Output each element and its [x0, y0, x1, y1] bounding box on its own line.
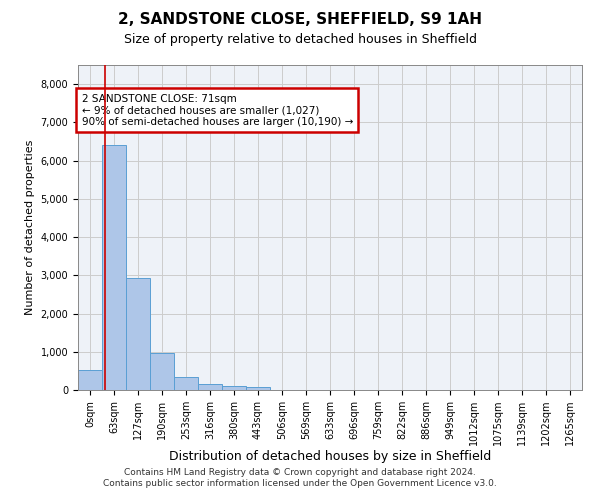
Text: Contains HM Land Registry data © Crown copyright and database right 2024.
Contai: Contains HM Land Registry data © Crown c…	[103, 468, 497, 487]
Bar	[78, 370, 102, 390]
Text: 2, SANDSTONE CLOSE, SHEFFIELD, S9 1AH: 2, SANDSTONE CLOSE, SHEFFIELD, S9 1AH	[118, 12, 482, 28]
Y-axis label: Number of detached properties: Number of detached properties	[25, 140, 35, 315]
Bar	[150, 354, 174, 390]
Text: 2 SANDSTONE CLOSE: 71sqm
← 9% of detached houses are smaller (1,027)
90% of semi: 2 SANDSTONE CLOSE: 71sqm ← 9% of detache…	[82, 94, 353, 127]
Text: Distribution of detached houses by size in Sheffield: Distribution of detached houses by size …	[169, 450, 491, 463]
Bar	[246, 387, 270, 390]
Bar	[102, 144, 126, 390]
Bar	[222, 386, 246, 390]
Bar	[198, 384, 222, 390]
Text: Size of property relative to detached houses in Sheffield: Size of property relative to detached ho…	[124, 32, 476, 46]
Bar	[126, 278, 150, 390]
Bar	[174, 378, 198, 390]
